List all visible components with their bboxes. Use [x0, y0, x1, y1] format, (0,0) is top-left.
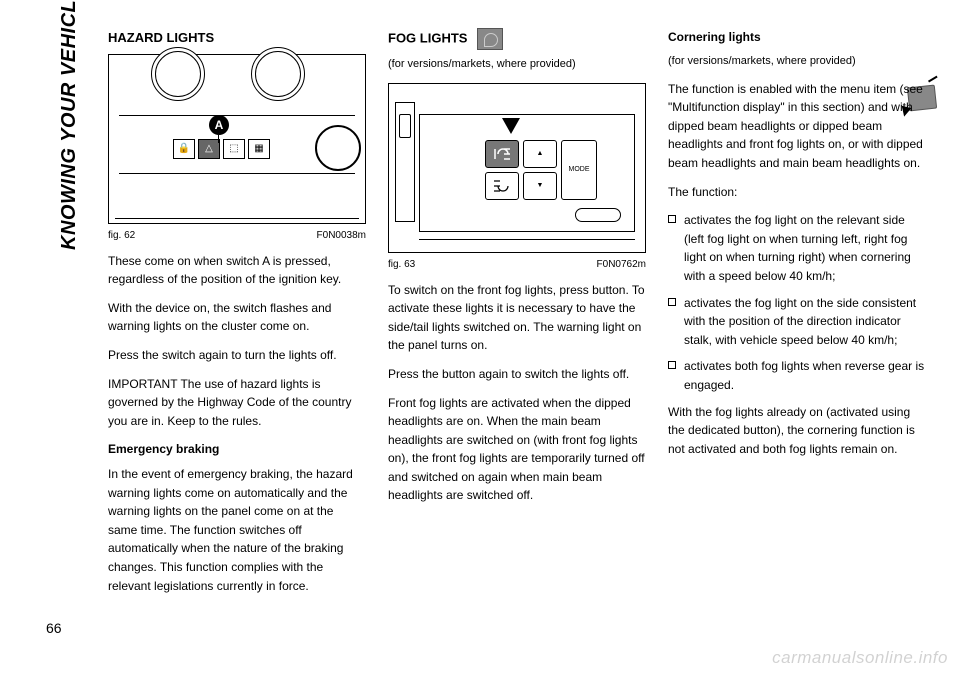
down-arrow-icon: [502, 118, 520, 134]
figure-hazard-switch: 🔒 △ ⬚ ▦ A: [108, 54, 366, 224]
body-text: activates the fog light on the side cons…: [684, 294, 926, 350]
heading-cornering-lights: Cornering lights: [668, 28, 926, 47]
column-2: FOG LIGHTS (for versions/markets, where …: [388, 28, 646, 515]
list-item: activates both fog lights when reverse g…: [668, 357, 926, 394]
body-text: Press the switch again to turn the light…: [108, 346, 366, 365]
subheading-emergency-braking: Emergency braking: [108, 440, 366, 459]
fig-label-text: fig. 63: [388, 259, 415, 270]
bullet-icon: [668, 298, 676, 306]
switch-generic: ▦: [248, 139, 270, 159]
body-text: With the fog lights already on (activate…: [668, 403, 926, 459]
fig-ref-code: F0N0762m: [597, 257, 646, 273]
heading-text: FOG LIGHTS: [388, 30, 467, 45]
side-section-label: KNOWING YOUR VEHICLE: [58, 0, 81, 250]
body-text: In the event of emergency braking, the h…: [108, 465, 366, 595]
panel-btn-headlamp-up: ▲: [523, 140, 557, 168]
list-item: activates the fog light on the relevant …: [668, 211, 926, 285]
switch-generic: ⬚: [223, 139, 245, 159]
panel-btn-mode: MODE: [561, 140, 597, 200]
bullet-icon: [668, 215, 676, 223]
body-text: The function is enabled with the menu it…: [668, 80, 926, 173]
page-number: 66: [46, 620, 62, 636]
panel-btn-front-fog: [485, 140, 519, 168]
body-text: Front fog lights are activated when the …: [388, 394, 646, 506]
bullet-icon: [668, 361, 676, 369]
body-text: To switch on the front fog lights, press…: [388, 281, 646, 355]
fog-light-icon: [477, 28, 503, 50]
figure-fog-light-panel: ▲ MODE ▼: [388, 83, 646, 253]
switch-generic: 🔒: [173, 139, 195, 159]
figure-label-1: fig. 62 F0N0038m: [108, 228, 366, 244]
figure-label-2: fig. 63 F0N0762m: [388, 257, 646, 273]
fig-ref-code: F0N0038m: [317, 228, 366, 244]
body-text: IMPORTANT The use of hazard lights is go…: [108, 375, 366, 431]
body-text: These come on when switch A is pressed, …: [108, 252, 366, 289]
column-1: HAZARD LIGHTS 🔒 △ ⬚ ▦ A fig. 62 F0N0038m…: [108, 28, 366, 605]
body-text: activates both fog lights when reverse g…: [684, 357, 926, 394]
body-text: activates the fog light on the relevant …: [684, 211, 926, 285]
body-text: (for versions/markets, where provided): [388, 56, 646, 73]
column-3: Cornering lights (for versions/markets, …: [668, 28, 926, 468]
figure-marker-a: A: [209, 115, 229, 135]
body-text: Press the button again to switch the lig…: [388, 365, 646, 384]
watermark: carmanualsonline.info: [772, 648, 948, 668]
body-text: The function:: [668, 183, 926, 202]
fig-label-text: fig. 62: [108, 230, 135, 241]
body-text: With the device on, the switch flashes a…: [108, 299, 366, 336]
panel-btn-headlamp-down: ▼: [523, 172, 557, 200]
body-text: (for versions/markets, where provided): [668, 53, 926, 70]
switch-hazard: △: [198, 139, 220, 159]
list-item: activates the fog light on the side cons…: [668, 294, 926, 350]
heading-fog-lights: FOG LIGHTS: [388, 28, 646, 50]
panel-btn-rear-fog: [485, 172, 519, 200]
heading-hazard-lights: HAZARD LIGHTS: [108, 28, 366, 48]
